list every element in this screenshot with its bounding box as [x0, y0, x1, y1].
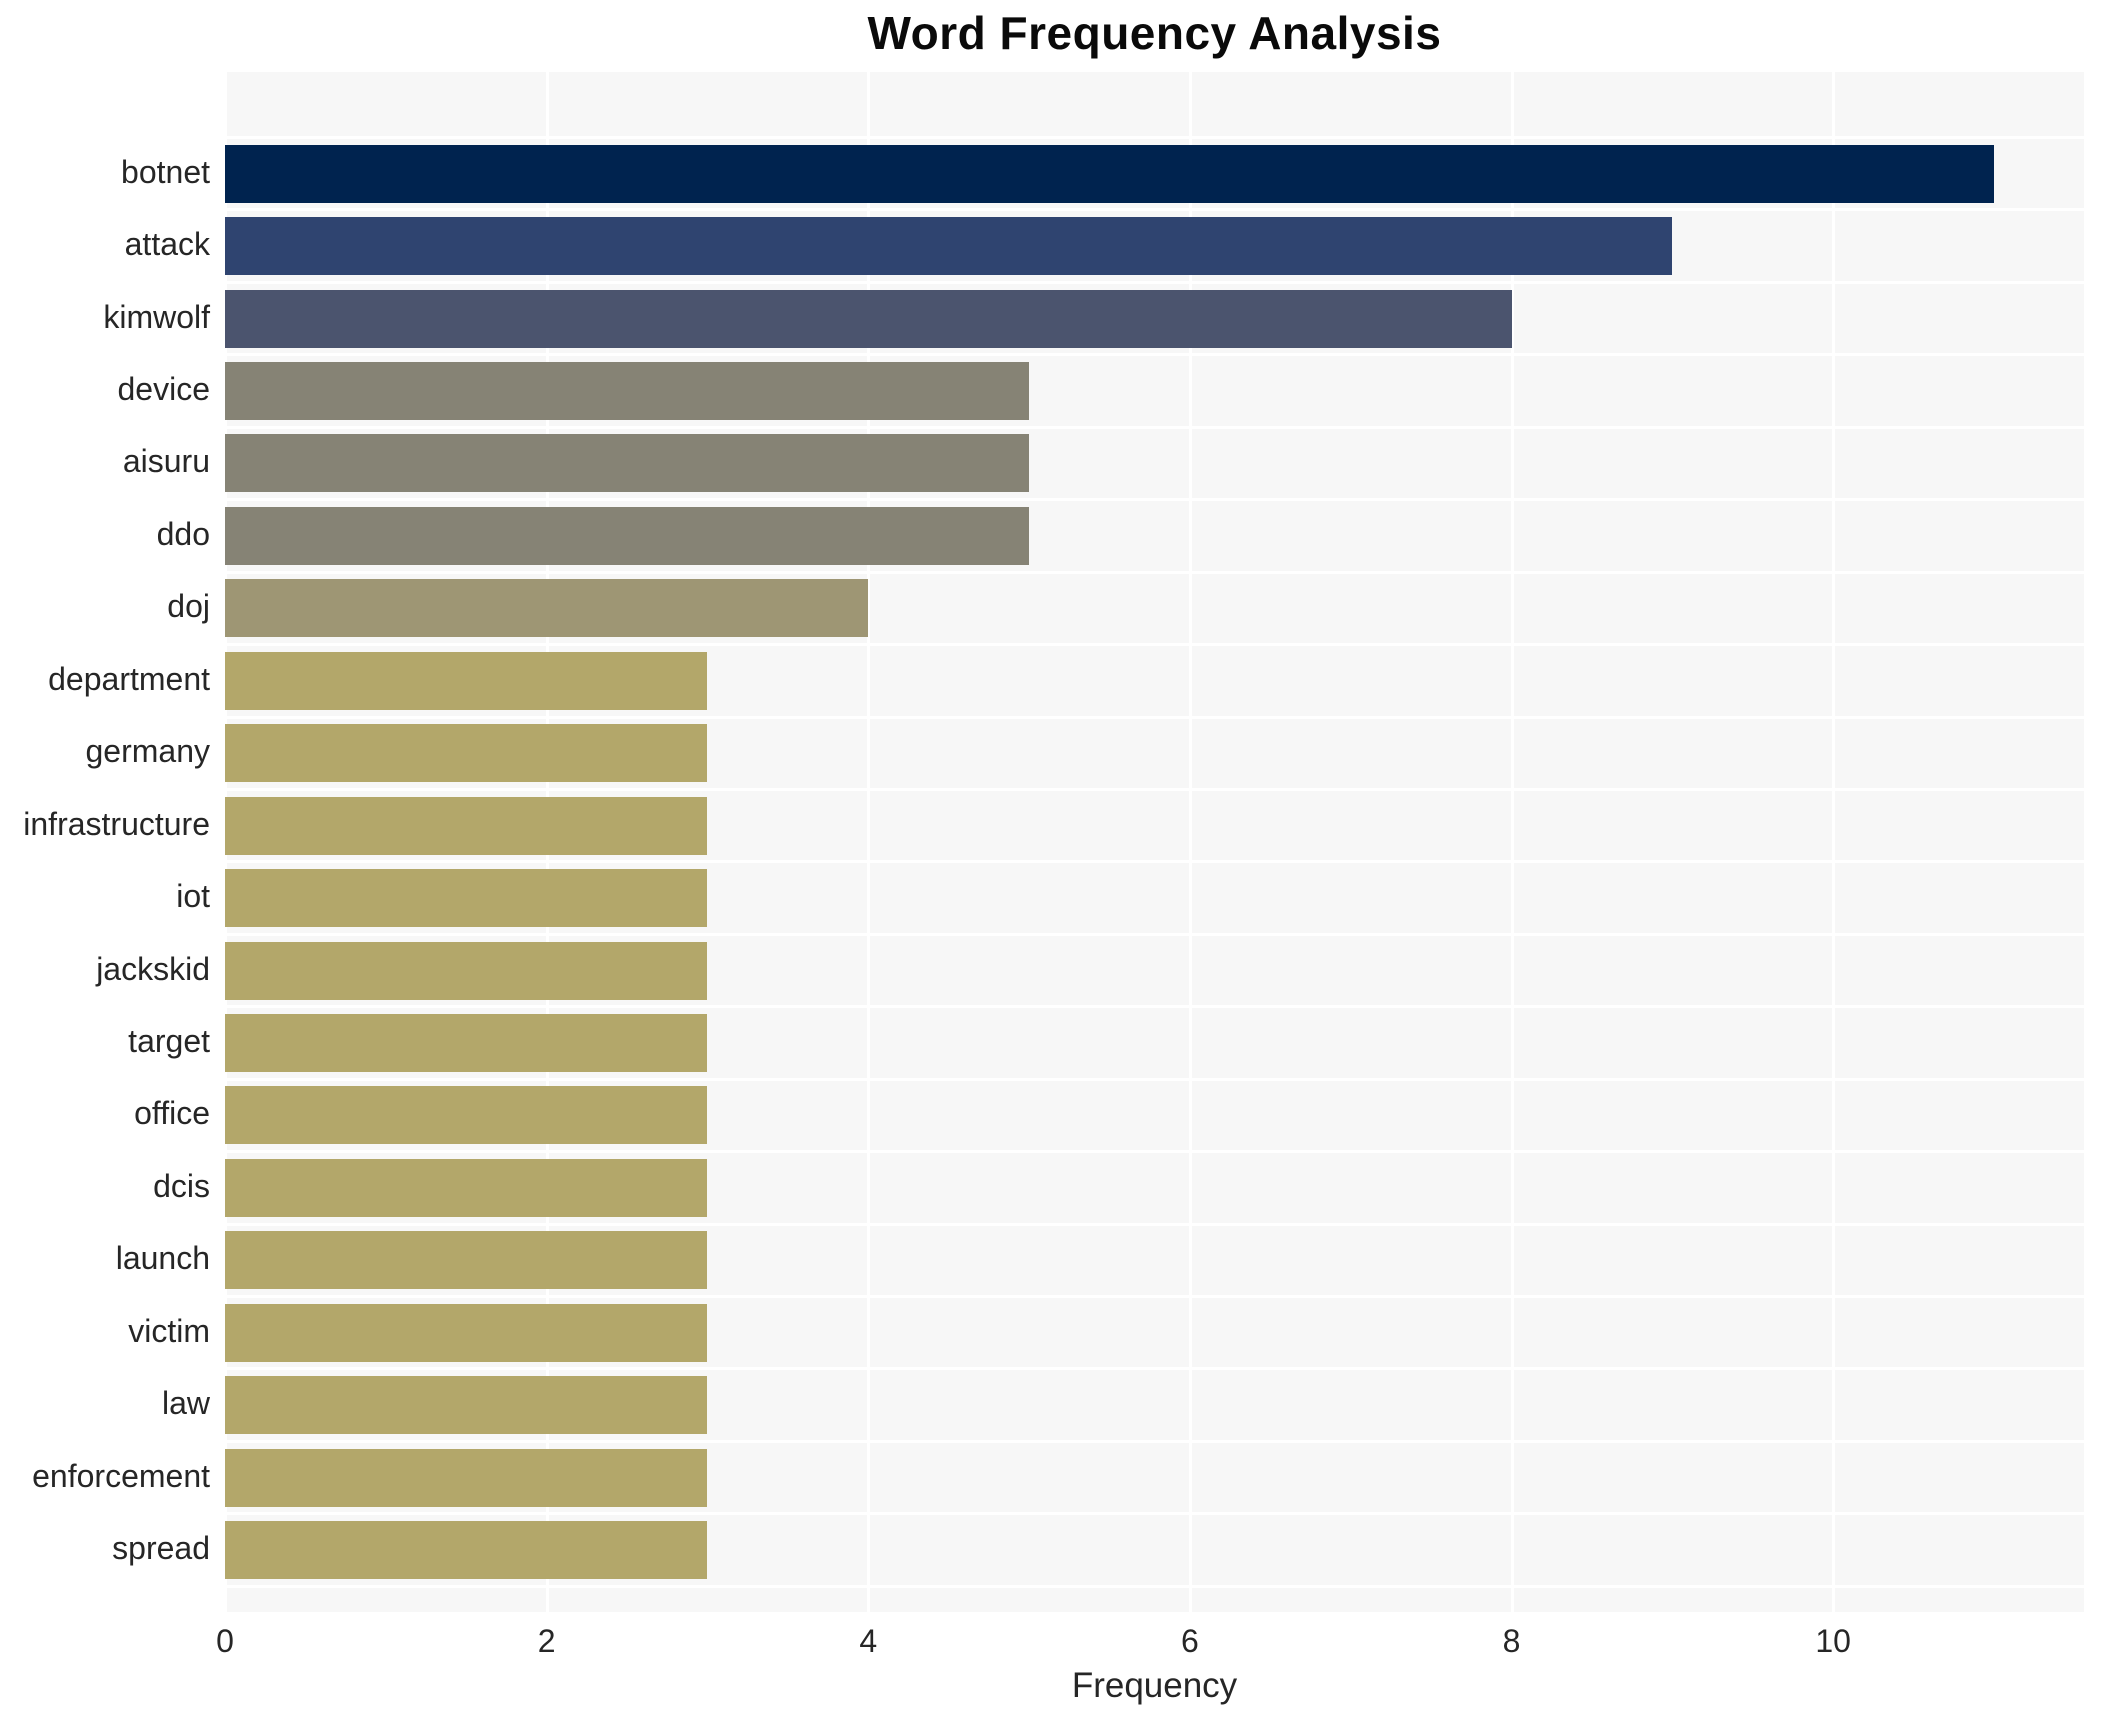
bar-doj: [225, 579, 869, 638]
bar-office: [225, 1086, 708, 1145]
bar-row: [225, 643, 2084, 715]
y-axis-label: victim: [128, 1312, 210, 1349]
y-axis-label: dcis: [153, 1167, 210, 1204]
y-axis-label: enforcement: [32, 1457, 210, 1494]
x-axis-title: Frequency: [1071, 1666, 1238, 1705]
bar-spread: [225, 1521, 708, 1580]
bar-law: [225, 1376, 708, 1435]
y-axis-label: infrastructure: [23, 805, 210, 842]
y-axis-label: germany: [85, 733, 211, 770]
bar-row: [225, 1005, 2084, 1077]
bar-row: [225, 1077, 2084, 1150]
y-axis-label: kimwolf: [103, 298, 210, 335]
y-axis-label: office: [134, 1095, 210, 1132]
y-axis-label: aisuru: [122, 443, 210, 480]
x-tick-label: 10: [1815, 1623, 1851, 1659]
bar-ddo: [225, 506, 1030, 565]
y-axis-label: law: [161, 1385, 210, 1422]
plot-area: [224, 72, 2084, 1612]
bar-row: [225, 498, 2084, 570]
bar-botnet: [225, 144, 1994, 203]
x-tick-label: 2: [537, 1623, 556, 1659]
bar-aisuru: [225, 434, 1030, 493]
bar-attack: [225, 217, 1673, 276]
bar-row: [225, 1222, 2084, 1295]
bar-row: [225, 932, 2084, 1005]
chart-title: Word Frequency Analysis: [867, 7, 1442, 59]
x-tick-label: 0: [216, 1623, 234, 1659]
bar-row: [225, 570, 2084, 643]
bar-jackskid: [225, 941, 708, 1000]
bar-row: [225, 136, 2084, 208]
y-axis-label: attack: [124, 226, 210, 263]
bar-row: [225, 715, 2084, 788]
y-axis-label: botnet: [121, 153, 210, 190]
y-axis-label: ddo: [156, 515, 210, 552]
y-axis-label: department: [48, 660, 210, 697]
x-tick-label: 6: [1180, 1623, 1199, 1659]
x-tick-label: 8: [1502, 1623, 1521, 1659]
gridline-vertical: [1832, 72, 1836, 1612]
bar-kimwolf: [225, 289, 1512, 348]
x-axis-ticks: 0 2 4 6 8 10: [216, 1620, 2084, 1662]
gridline-vertical: [1510, 72, 1514, 1612]
bar-row: [225, 425, 2084, 498]
bar-row: [225, 1439, 2084, 1512]
bar-row: [225, 1512, 2084, 1584]
y-axis-label: launch: [115, 1240, 210, 1277]
bar-enforcement: [225, 1448, 708, 1507]
y-axis-label: jackskid: [96, 950, 210, 987]
bar-department: [225, 651, 708, 710]
x-tick-label: 4: [859, 1623, 878, 1659]
bar-row: [225, 1367, 2084, 1439]
bar-row: [225, 1150, 2084, 1222]
y-axis-label: doj: [167, 588, 210, 625]
bar-launch: [225, 1231, 708, 1290]
bar-victim: [225, 1303, 708, 1362]
y-axis-label: target: [128, 1022, 210, 1059]
bar-device: [225, 362, 1030, 421]
bar-germany: [225, 724, 708, 783]
bar-infrastructure: [225, 796, 708, 855]
bar-rows: [225, 136, 2084, 1585]
bar-row: [225, 787, 2084, 860]
y-axis-label: device: [117, 371, 211, 408]
gridline-vertical: [1188, 72, 1192, 1612]
bar-row: [225, 1295, 2084, 1367]
bar-row: [225, 353, 2084, 425]
bar-target: [225, 1013, 708, 1072]
y-axis-label: spread: [112, 1530, 210, 1567]
bar-iot: [225, 869, 708, 928]
y-axis-label: iot: [176, 878, 210, 915]
bar-row: [225, 860, 2084, 932]
y-axis-labels: botnet attack kimwolf device aisuru ddo doj dep…: [0, 136, 210, 1585]
bar-dcis: [225, 1158, 708, 1217]
bar-row: [225, 280, 2084, 353]
gridline-vertical: [867, 72, 871, 1612]
bar-row: [225, 208, 2084, 280]
